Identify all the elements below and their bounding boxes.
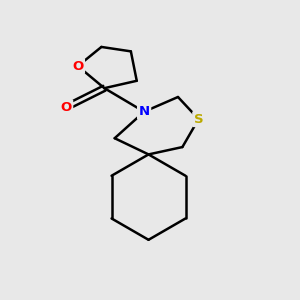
Text: S: S [194, 112, 203, 126]
Text: O: O [61, 101, 72, 114]
Text: O: O [72, 60, 83, 73]
Text: N: N [139, 105, 150, 118]
